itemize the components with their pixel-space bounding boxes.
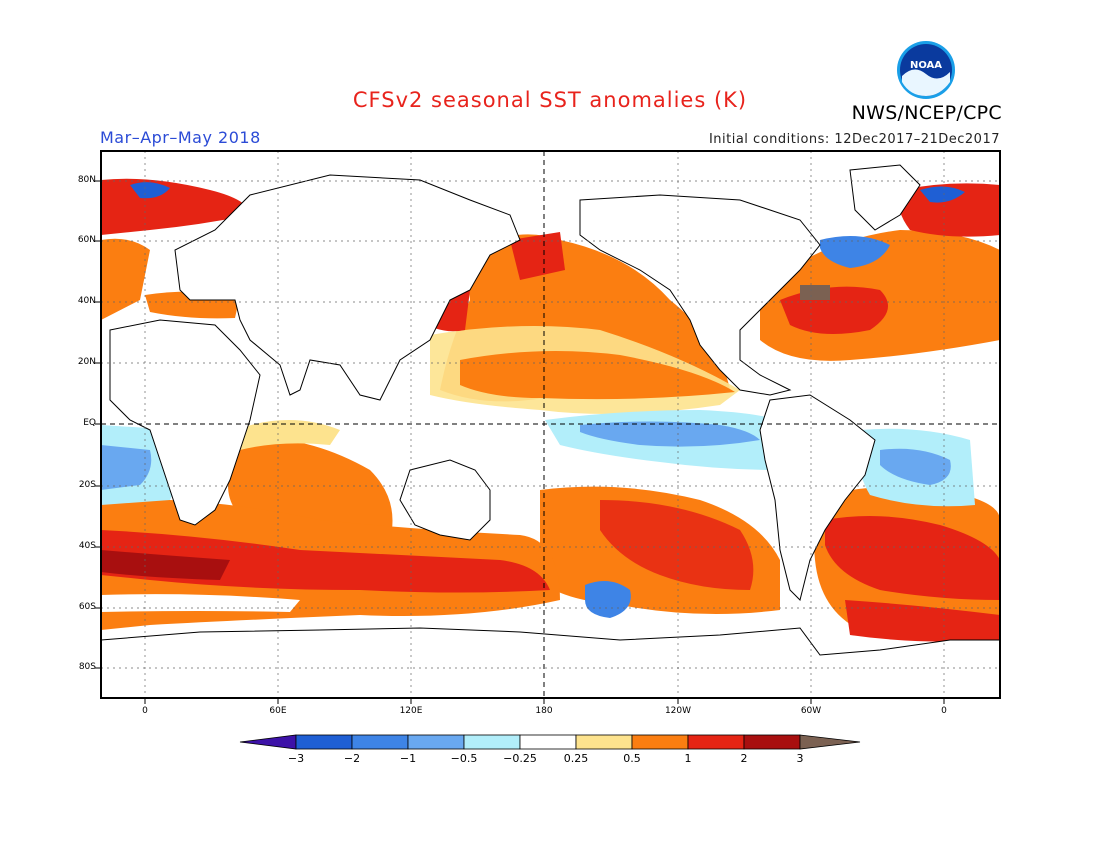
agency-label: NWS/NCEP/CPC bbox=[851, 102, 1002, 124]
anomaly-region bbox=[101, 238, 150, 320]
lat-label: 60S bbox=[78, 602, 96, 612]
colorbar-swatch bbox=[631, 734, 689, 750]
colorbar-swatch bbox=[687, 734, 745, 750]
colorbar-swatch bbox=[351, 734, 409, 750]
noaa-logo: NOAA bbox=[897, 41, 955, 99]
colorbar-tick-label: −0.5 bbox=[450, 752, 478, 765]
colorbar-tick-label: 1 bbox=[684, 752, 692, 765]
lat-label: 40S bbox=[78, 541, 96, 551]
tick-marks bbox=[95, 180, 945, 704]
continents bbox=[101, 164, 1000, 698]
anomaly-region bbox=[825, 516, 1000, 600]
anomaly-region bbox=[880, 448, 951, 485]
lon-label: 120E bbox=[399, 706, 423, 716]
lat-label: 80S bbox=[78, 662, 96, 672]
lon-label: 60E bbox=[269, 706, 287, 716]
reference-lines bbox=[101, 151, 1000, 698]
continent-greenland bbox=[849, 164, 921, 231]
anomaly-region bbox=[130, 182, 170, 199]
lat-label: 40N bbox=[77, 296, 96, 306]
anomaly-region bbox=[845, 600, 1000, 642]
colorbar-swatch bbox=[295, 734, 353, 750]
lon-label: 120W bbox=[664, 706, 692, 716]
map-title: CFSv2 seasonal SST anomalies (K) bbox=[352, 88, 748, 112]
continent-africa bbox=[109, 319, 261, 526]
colorbar-min-arrow bbox=[239, 734, 297, 750]
colorbar-swatch bbox=[743, 734, 801, 750]
anomaly-region bbox=[898, 183, 1000, 237]
colorbar-max-arrow bbox=[799, 734, 861, 750]
forecast-period: Mar–Apr–May 2018 bbox=[100, 128, 261, 147]
anomaly-region bbox=[101, 550, 230, 580]
continent-antarctica bbox=[101, 627, 1000, 698]
colorbar-tick-label: 2 bbox=[740, 752, 748, 765]
anomaly-region bbox=[101, 445, 152, 490]
anomaly-region bbox=[510, 232, 565, 280]
continent-north-america bbox=[579, 194, 821, 396]
colorbar-tick-label: −3 bbox=[287, 752, 305, 765]
colorbar-tick-label: 0.5 bbox=[623, 752, 641, 765]
lon-label: 0 bbox=[142, 706, 148, 716]
noaa-logo-text: NOAA bbox=[910, 60, 942, 71]
colorbar-swatch bbox=[519, 734, 577, 750]
colorbar-tick-label: 0.25 bbox=[563, 752, 589, 765]
lon-label: 0 bbox=[941, 706, 947, 716]
colorbar-swatch bbox=[407, 734, 465, 750]
continent-eurasia bbox=[174, 174, 521, 401]
anomaly-region bbox=[585, 581, 631, 618]
anomaly-region bbox=[920, 186, 965, 203]
colorbar-tick-label: −1 bbox=[399, 752, 417, 765]
anomaly-region bbox=[800, 285, 830, 300]
colorbar-tick-label: −0.25 bbox=[503, 752, 537, 765]
anomaly-region bbox=[600, 500, 754, 590]
continent-australia bbox=[399, 459, 491, 541]
anomaly-region bbox=[820, 236, 890, 268]
colorbar-swatch bbox=[575, 734, 633, 750]
anomaly-region bbox=[235, 420, 340, 450]
colorbar-tick-label: −2 bbox=[343, 752, 361, 765]
lat-label: EQ bbox=[83, 418, 96, 428]
lat-label: 20S bbox=[78, 480, 96, 490]
lat-label: 60N bbox=[77, 235, 96, 245]
graticule bbox=[101, 151, 1000, 698]
lon-label: 60W bbox=[800, 706, 822, 716]
colorbar bbox=[239, 734, 861, 750]
anomaly-region bbox=[580, 421, 760, 447]
anomaly-region bbox=[101, 594, 300, 612]
lat-label: 20N bbox=[77, 357, 96, 367]
colorbar-swatch bbox=[463, 734, 521, 750]
lon-label: 180 bbox=[535, 706, 553, 716]
initial-conditions: Initial conditions: 12Dec2017–21Dec2017 bbox=[708, 132, 1000, 147]
colorbar-tick-label: 3 bbox=[796, 752, 804, 765]
lat-label: 80N bbox=[77, 175, 96, 185]
continent-south-america bbox=[759, 394, 876, 601]
